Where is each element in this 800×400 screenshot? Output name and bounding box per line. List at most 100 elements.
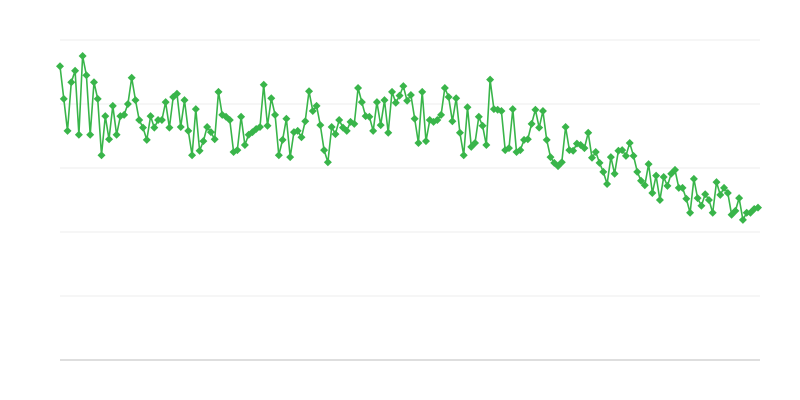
data-point-marker <box>440 84 449 92</box>
data-point-marker <box>403 96 412 105</box>
data-point-marker <box>546 153 555 162</box>
data-point-marker <box>59 94 68 103</box>
data-point-marker <box>497 107 506 116</box>
data-point-marker <box>248 128 257 137</box>
data-point-marker <box>701 190 710 199</box>
data-point-marker <box>56 62 64 71</box>
data-point-marker <box>255 123 264 132</box>
data-point-marker <box>637 176 646 185</box>
data-point-marker <box>320 146 329 155</box>
data-point-marker <box>606 153 615 162</box>
data-point-marker <box>176 123 185 132</box>
data-point-marker <box>188 151 197 160</box>
data-point-marker <box>331 130 340 139</box>
data-point-marker <box>421 137 430 146</box>
data-point-marker <box>150 123 159 132</box>
data-point-marker <box>478 121 487 130</box>
data-point-marker <box>203 123 212 132</box>
data-point-marker <box>463 103 472 112</box>
data-point-marker <box>142 135 151 144</box>
data-point-marker <box>527 119 536 128</box>
data-point-marker <box>557 158 566 167</box>
data-point-marker <box>233 146 242 155</box>
data-point-marker <box>301 117 310 126</box>
data-point-marker <box>595 158 604 167</box>
data-point-marker <box>323 158 332 167</box>
data-point-marker <box>127 73 136 82</box>
data-point-marker <box>237 112 246 121</box>
series-group <box>56 52 762 224</box>
data-point-marker <box>523 135 532 144</box>
data-point-marker <box>365 112 374 121</box>
data-point-marker <box>486 75 495 84</box>
data-point-marker <box>678 183 687 192</box>
data-point-marker <box>139 123 148 132</box>
data-point-marker <box>342 126 351 135</box>
data-point-marker <box>101 112 110 121</box>
data-point-marker <box>259 80 268 89</box>
data-point-marker <box>542 135 551 144</box>
data-point-marker <box>97 151 106 160</box>
data-point-marker <box>206 128 215 137</box>
data-point-marker <box>406 91 415 100</box>
data-point-marker <box>293 126 302 135</box>
data-point-marker <box>444 92 453 101</box>
data-point-marker <box>286 153 295 162</box>
data-point-marker <box>184 126 193 135</box>
data-point-marker <box>603 180 612 188</box>
data-point-marker <box>587 153 596 162</box>
data-point-marker <box>482 140 491 149</box>
data-point-marker <box>580 144 589 153</box>
data-point-marker <box>191 105 200 114</box>
data-point-marker <box>86 130 95 139</box>
data-point-marker <box>704 196 713 204</box>
data-point-marker <box>380 96 389 105</box>
data-point-marker <box>648 188 657 197</box>
data-point-marker <box>395 91 404 100</box>
data-point-marker <box>157 116 166 124</box>
data-point-marker <box>459 151 468 160</box>
data-point-marker <box>414 139 423 148</box>
data-point-marker <box>659 172 668 181</box>
data-point-marker <box>327 123 336 132</box>
data-point-marker <box>584 128 593 137</box>
data-point-marker <box>516 146 525 155</box>
data-point-marker <box>418 87 427 96</box>
data-point-marker <box>591 148 600 156</box>
data-point-marker <box>108 101 117 110</box>
data-point-marker <box>274 151 283 160</box>
data-point-marker <box>686 208 695 217</box>
data-point-marker <box>455 128 464 137</box>
data-point-marker <box>697 201 706 210</box>
data-point-marker <box>195 146 204 155</box>
data-point-marker <box>93 94 102 103</box>
data-point-marker <box>354 84 363 92</box>
data-point-marker <box>531 105 540 114</box>
data-point-marker <box>282 114 291 123</box>
data-point-marker <box>504 144 513 153</box>
data-point-marker <box>708 208 717 217</box>
data-point-marker <box>172 89 181 98</box>
data-point-marker <box>629 151 638 160</box>
data-point-marker <box>214 87 223 96</box>
data-point-marker <box>165 123 174 132</box>
data-point-marker <box>693 194 702 203</box>
data-point-marker <box>271 110 280 119</box>
data-point-marker <box>74 130 83 139</box>
data-point-marker <box>71 66 80 75</box>
data-point-marker <box>735 194 744 203</box>
data-point-marker <box>738 215 747 224</box>
data-point-marker <box>508 105 517 114</box>
data-point-marker <box>538 107 547 116</box>
data-point-marker <box>448 117 457 126</box>
data-point-marker <box>399 82 408 91</box>
data-point-marker <box>267 94 276 103</box>
data-point-marker <box>161 98 170 107</box>
data-point-marker <box>135 116 144 124</box>
data-point-marker <box>655 196 664 204</box>
data-point-marker <box>644 160 653 169</box>
data-point-marker <box>621 151 630 160</box>
data-point-marker <box>305 87 314 96</box>
data-point-marker <box>123 100 132 108</box>
